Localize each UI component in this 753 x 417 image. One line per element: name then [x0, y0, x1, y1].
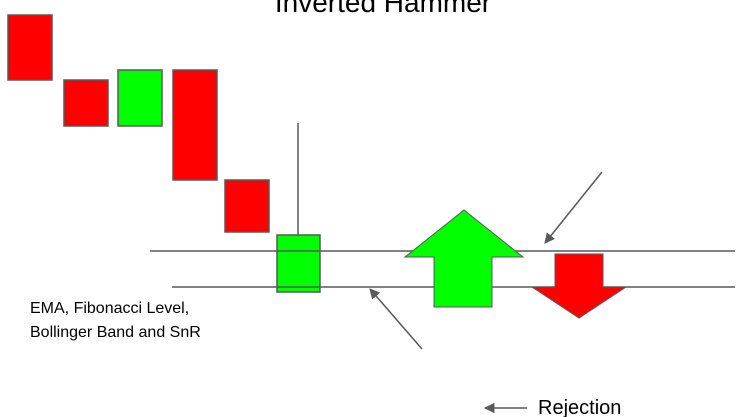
- candle: [63, 79, 109, 127]
- up-arrow: [403, 209, 525, 308]
- rejection-label: Rejection: [538, 397, 621, 417]
- indicator-label: Bollinger Band and SnR: [30, 324, 201, 341]
- candle: [172, 69, 218, 181]
- candle: [276, 234, 321, 293]
- pointer-arrow: [544, 171, 603, 244]
- indicator-label: EMA, Fibonacci Level,: [30, 300, 189, 317]
- pointer-arrow: [369, 288, 423, 350]
- title: Inverted Hammer: [275, 0, 491, 18]
- candle: [117, 69, 163, 127]
- candles: [7, 14, 321, 293]
- down-arrow: [530, 253, 628, 319]
- candle: [7, 14, 53, 81]
- candle: [224, 179, 270, 233]
